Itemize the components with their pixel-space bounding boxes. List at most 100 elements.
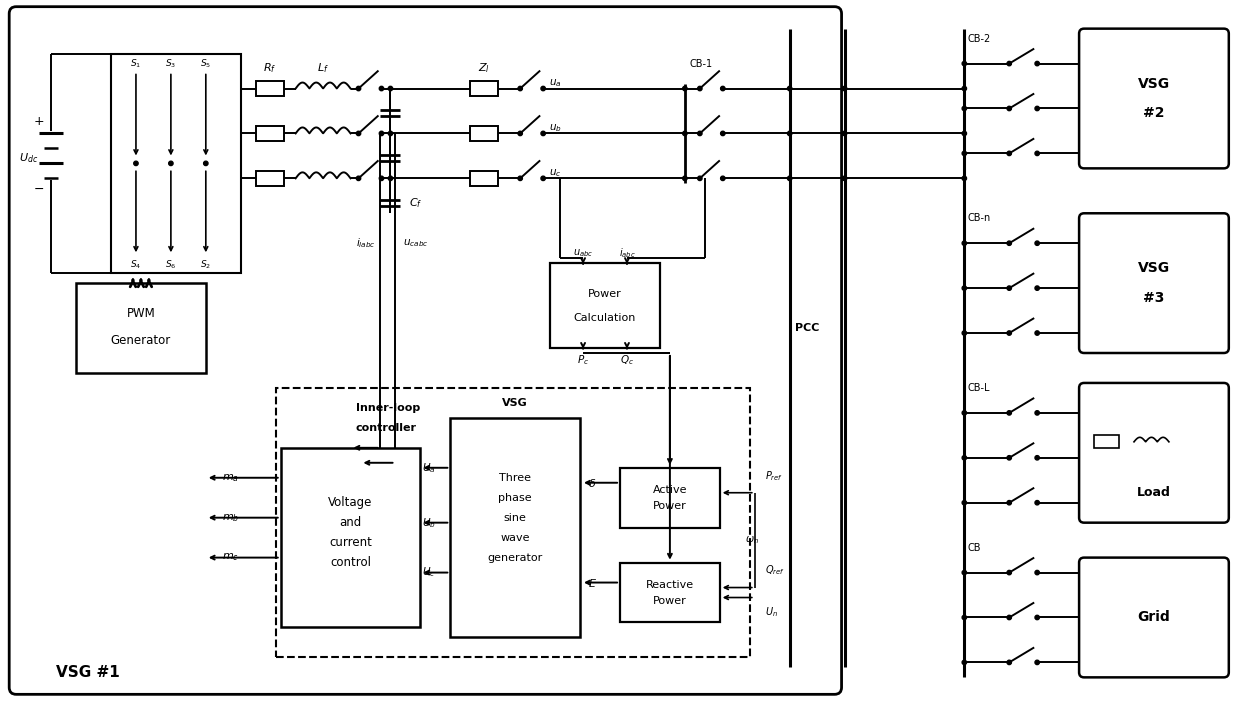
Circle shape: [698, 176, 702, 181]
Circle shape: [134, 161, 138, 166]
Circle shape: [962, 106, 966, 110]
Text: $E$: $E$: [588, 576, 598, 588]
Circle shape: [379, 86, 383, 91]
Text: control: control: [330, 556, 371, 569]
Bar: [470, 81, 498, 96]
Text: $R_f$: $R_f$: [263, 62, 277, 76]
Circle shape: [541, 176, 546, 181]
Text: $Q_{ref}$: $Q_{ref}$: [765, 564, 785, 578]
Bar: [470, 171, 498, 185]
Circle shape: [787, 86, 792, 91]
Text: Calculation: Calculation: [574, 312, 636, 323]
Circle shape: [842, 86, 847, 91]
Circle shape: [698, 86, 702, 91]
Text: sine: sine: [503, 513, 527, 523]
Circle shape: [1007, 286, 1012, 290]
Circle shape: [698, 131, 702, 136]
Text: $\delta$: $\delta$: [588, 476, 596, 489]
Circle shape: [962, 411, 966, 415]
Circle shape: [1035, 152, 1039, 156]
Text: $U_b$: $U_b$: [422, 515, 435, 530]
Circle shape: [787, 131, 792, 136]
Text: #2: #2: [1143, 106, 1164, 120]
FancyBboxPatch shape: [9, 6, 842, 695]
Text: Grid: Grid: [1137, 610, 1171, 624]
Text: $S_1$: $S_1$: [130, 57, 141, 70]
Bar: [255, 81, 284, 96]
Circle shape: [1035, 62, 1039, 66]
Circle shape: [962, 86, 966, 91]
Circle shape: [1035, 331, 1039, 335]
Text: $-$: $-$: [32, 182, 43, 195]
Circle shape: [1035, 456, 1039, 460]
Text: Power: Power: [653, 501, 687, 510]
Circle shape: [388, 176, 393, 181]
Text: $U_c$: $U_c$: [422, 566, 435, 579]
Circle shape: [962, 176, 966, 181]
Text: $P_{ref}$: $P_{ref}$: [765, 469, 782, 483]
Text: $Q_c$: $Q_c$: [620, 353, 634, 367]
Text: CB-2: CB-2: [967, 33, 991, 44]
Circle shape: [842, 131, 847, 136]
Circle shape: [379, 176, 383, 181]
Text: and: and: [340, 516, 362, 529]
Text: Voltage: Voltage: [329, 496, 373, 509]
Circle shape: [962, 615, 966, 620]
Circle shape: [962, 131, 966, 136]
Text: $Z_l$: $Z_l$: [479, 62, 490, 76]
Text: Three: Three: [500, 473, 531, 483]
Text: $m_a$: $m_a$: [222, 472, 239, 484]
Circle shape: [1007, 62, 1012, 66]
Circle shape: [683, 86, 687, 91]
Text: $u_{abc}$: $u_{abc}$: [573, 247, 593, 259]
Circle shape: [541, 131, 546, 136]
Circle shape: [962, 152, 966, 156]
Circle shape: [169, 161, 174, 166]
Circle shape: [1035, 106, 1039, 110]
Text: phase: phase: [498, 493, 532, 503]
Text: VSG: VSG: [502, 398, 528, 408]
Circle shape: [962, 241, 966, 246]
Circle shape: [1035, 501, 1039, 505]
Circle shape: [1035, 571, 1039, 575]
Text: CB-1: CB-1: [689, 59, 713, 69]
Circle shape: [962, 660, 966, 665]
Text: $U_{dc}$: $U_{dc}$: [19, 152, 37, 165]
Text: $\omega_n$: $\omega_n$: [745, 535, 759, 546]
Circle shape: [1035, 286, 1039, 290]
Text: $i_{labc}$: $i_{labc}$: [356, 236, 376, 250]
Text: Reactive: Reactive: [646, 580, 694, 590]
Circle shape: [356, 86, 361, 91]
Text: Power: Power: [588, 289, 622, 299]
Text: $m_b$: $m_b$: [222, 512, 239, 524]
Text: Generator: Generator: [110, 333, 171, 346]
Text: $i_{abc}$: $i_{abc}$: [619, 246, 635, 260]
Text: $L_f$: $L_f$: [317, 62, 329, 76]
Text: $U_a$: $U_a$: [422, 461, 435, 474]
Circle shape: [1007, 241, 1012, 246]
Text: $m_c$: $m_c$: [222, 552, 239, 564]
Circle shape: [720, 176, 725, 181]
FancyBboxPatch shape: [1079, 28, 1229, 169]
Circle shape: [962, 286, 966, 290]
Text: $u_b$: $u_b$: [549, 122, 562, 135]
Circle shape: [720, 131, 725, 136]
Circle shape: [962, 62, 966, 66]
Circle shape: [1007, 152, 1012, 156]
Text: $S_5$: $S_5$: [200, 57, 211, 70]
Circle shape: [1007, 456, 1012, 460]
Circle shape: [962, 501, 966, 505]
Bar: [275, 388, 750, 658]
Text: current: current: [329, 536, 372, 549]
Text: VSG: VSG: [1138, 76, 1171, 91]
Text: Power: Power: [653, 595, 687, 605]
Circle shape: [1007, 106, 1012, 110]
Circle shape: [683, 131, 687, 136]
Circle shape: [962, 331, 966, 335]
Text: CB: CB: [967, 542, 981, 553]
Circle shape: [1035, 615, 1039, 620]
Circle shape: [356, 176, 361, 181]
Circle shape: [388, 131, 393, 136]
Circle shape: [518, 86, 522, 91]
Text: CB-L: CB-L: [967, 383, 990, 393]
